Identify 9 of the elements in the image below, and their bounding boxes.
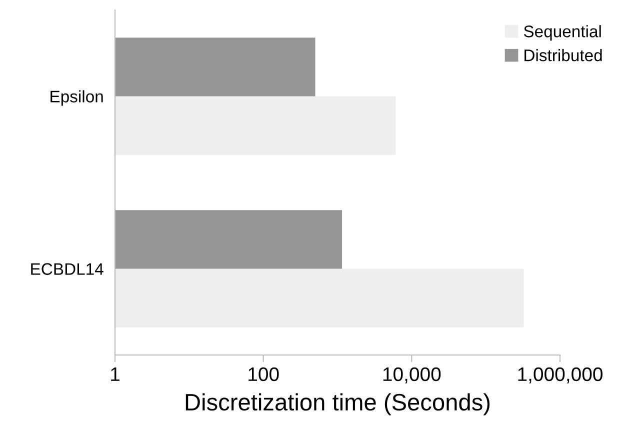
x-tick-label: 10,000 — [383, 367, 441, 384]
x-tick-label: 1 — [111, 368, 120, 381]
x-axis-title: Discretization time (Seconds) — [186, 393, 490, 416]
legend-label: Sequential — [524, 25, 601, 41]
x-tick-label: 1,000,000 — [518, 367, 602, 384]
x-tick-label: 100 — [248, 367, 279, 382]
y-tick-label: Epsilon — [50, 90, 103, 106]
y-tick-label: ECBDL14 — [31, 263, 104, 275]
legend-label: Distributed — [524, 49, 602, 62]
